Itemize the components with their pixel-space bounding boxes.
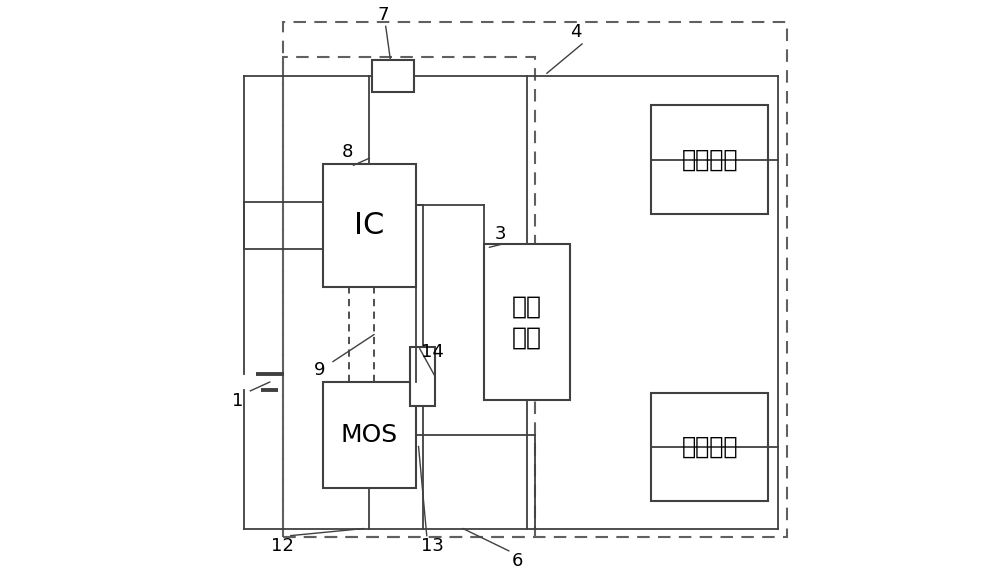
Text: 8: 8	[342, 144, 353, 161]
Text: 12: 12	[271, 537, 293, 555]
Bar	[651, 393, 768, 501]
Text: 6: 6	[512, 553, 523, 570]
Text: 9: 9	[314, 362, 326, 379]
Text: 放电
端口: 放电 端口	[512, 294, 542, 350]
Text: 14: 14	[421, 343, 444, 360]
Text: MOS: MOS	[341, 423, 398, 447]
Bar	[372, 60, 414, 92]
Text: 4: 4	[570, 23, 582, 41]
Text: 充电端口: 充电端口	[682, 148, 738, 172]
Text: 充电端口: 充电端口	[682, 435, 738, 459]
Bar	[323, 382, 416, 488]
Bar	[323, 164, 416, 287]
Bar	[651, 105, 768, 214]
Bar	[283, 22, 787, 537]
Text: 3: 3	[494, 226, 506, 243]
Bar	[410, 347, 435, 406]
Bar	[283, 57, 535, 537]
Text: 7: 7	[377, 6, 389, 23]
Bar	[484, 244, 570, 400]
Text: IC: IC	[354, 211, 385, 240]
Text: 1: 1	[232, 393, 243, 410]
Text: 13: 13	[421, 537, 444, 555]
